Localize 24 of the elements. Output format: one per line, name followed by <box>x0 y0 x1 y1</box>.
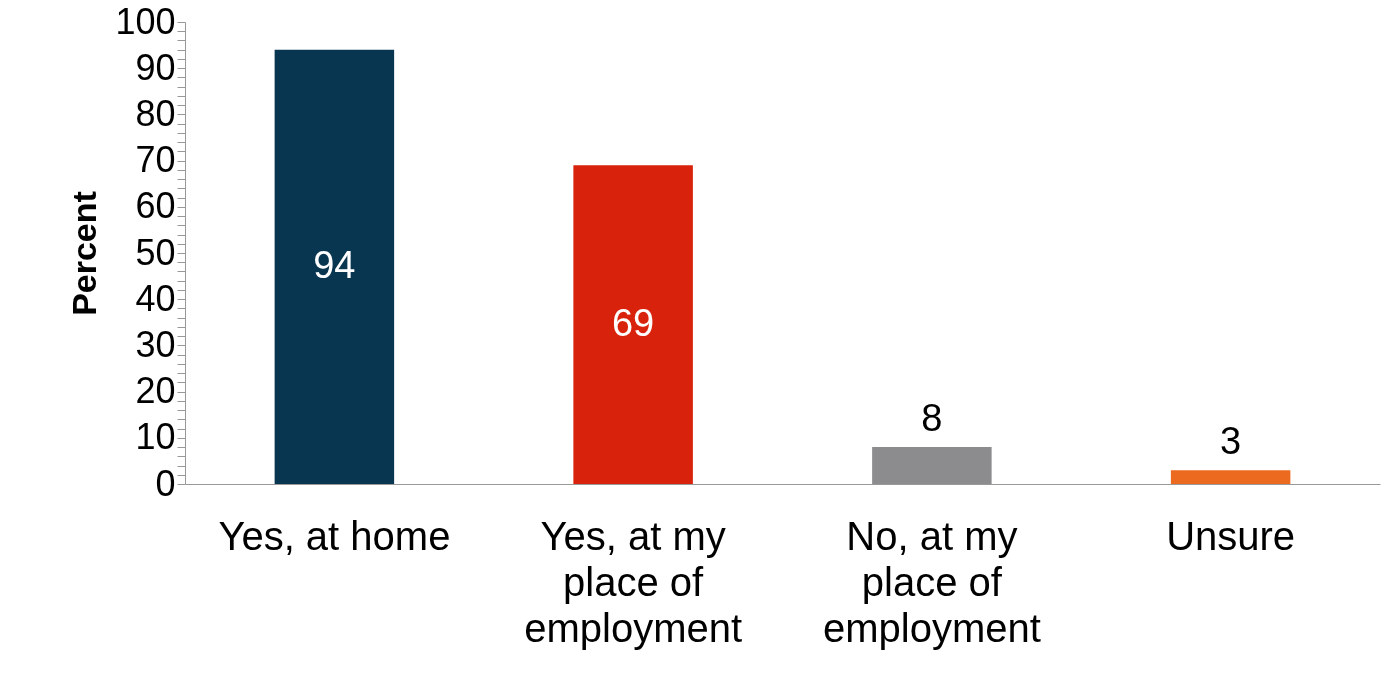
y-tick-label: 50 <box>135 231 176 273</box>
x-tick-label: Yes, at home <box>218 514 451 558</box>
bar <box>274 49 395 484</box>
x-tick-label: No, at my place of employment <box>822 514 1041 650</box>
y-tick-label: 90 <box>135 46 176 88</box>
data-label: 94 <box>313 243 356 286</box>
bar <box>573 165 693 484</box>
y-tick-label: 0 <box>155 462 176 504</box>
y-tick-label: 60 <box>135 185 176 227</box>
data-label: 8 <box>921 397 943 440</box>
data-label: 69 <box>611 301 655 344</box>
y-tick-label: 100 <box>115 0 176 42</box>
y-tick-label: 20 <box>135 370 176 412</box>
x-tick-label: Yes, at my place of employment <box>524 514 743 650</box>
y-tick-label: 80 <box>135 92 176 134</box>
y-tick-label: 70 <box>135 139 176 181</box>
bar <box>872 447 992 484</box>
x-tick-label: Unsure <box>1166 514 1296 558</box>
bar <box>1170 470 1291 484</box>
y-tick-label: 30 <box>135 323 176 365</box>
y-tick-label: 40 <box>135 277 176 319</box>
data-label: 3 <box>1220 420 1242 463</box>
y-axis-title: Percent <box>65 191 104 316</box>
y-tick-label: 10 <box>135 416 176 458</box>
